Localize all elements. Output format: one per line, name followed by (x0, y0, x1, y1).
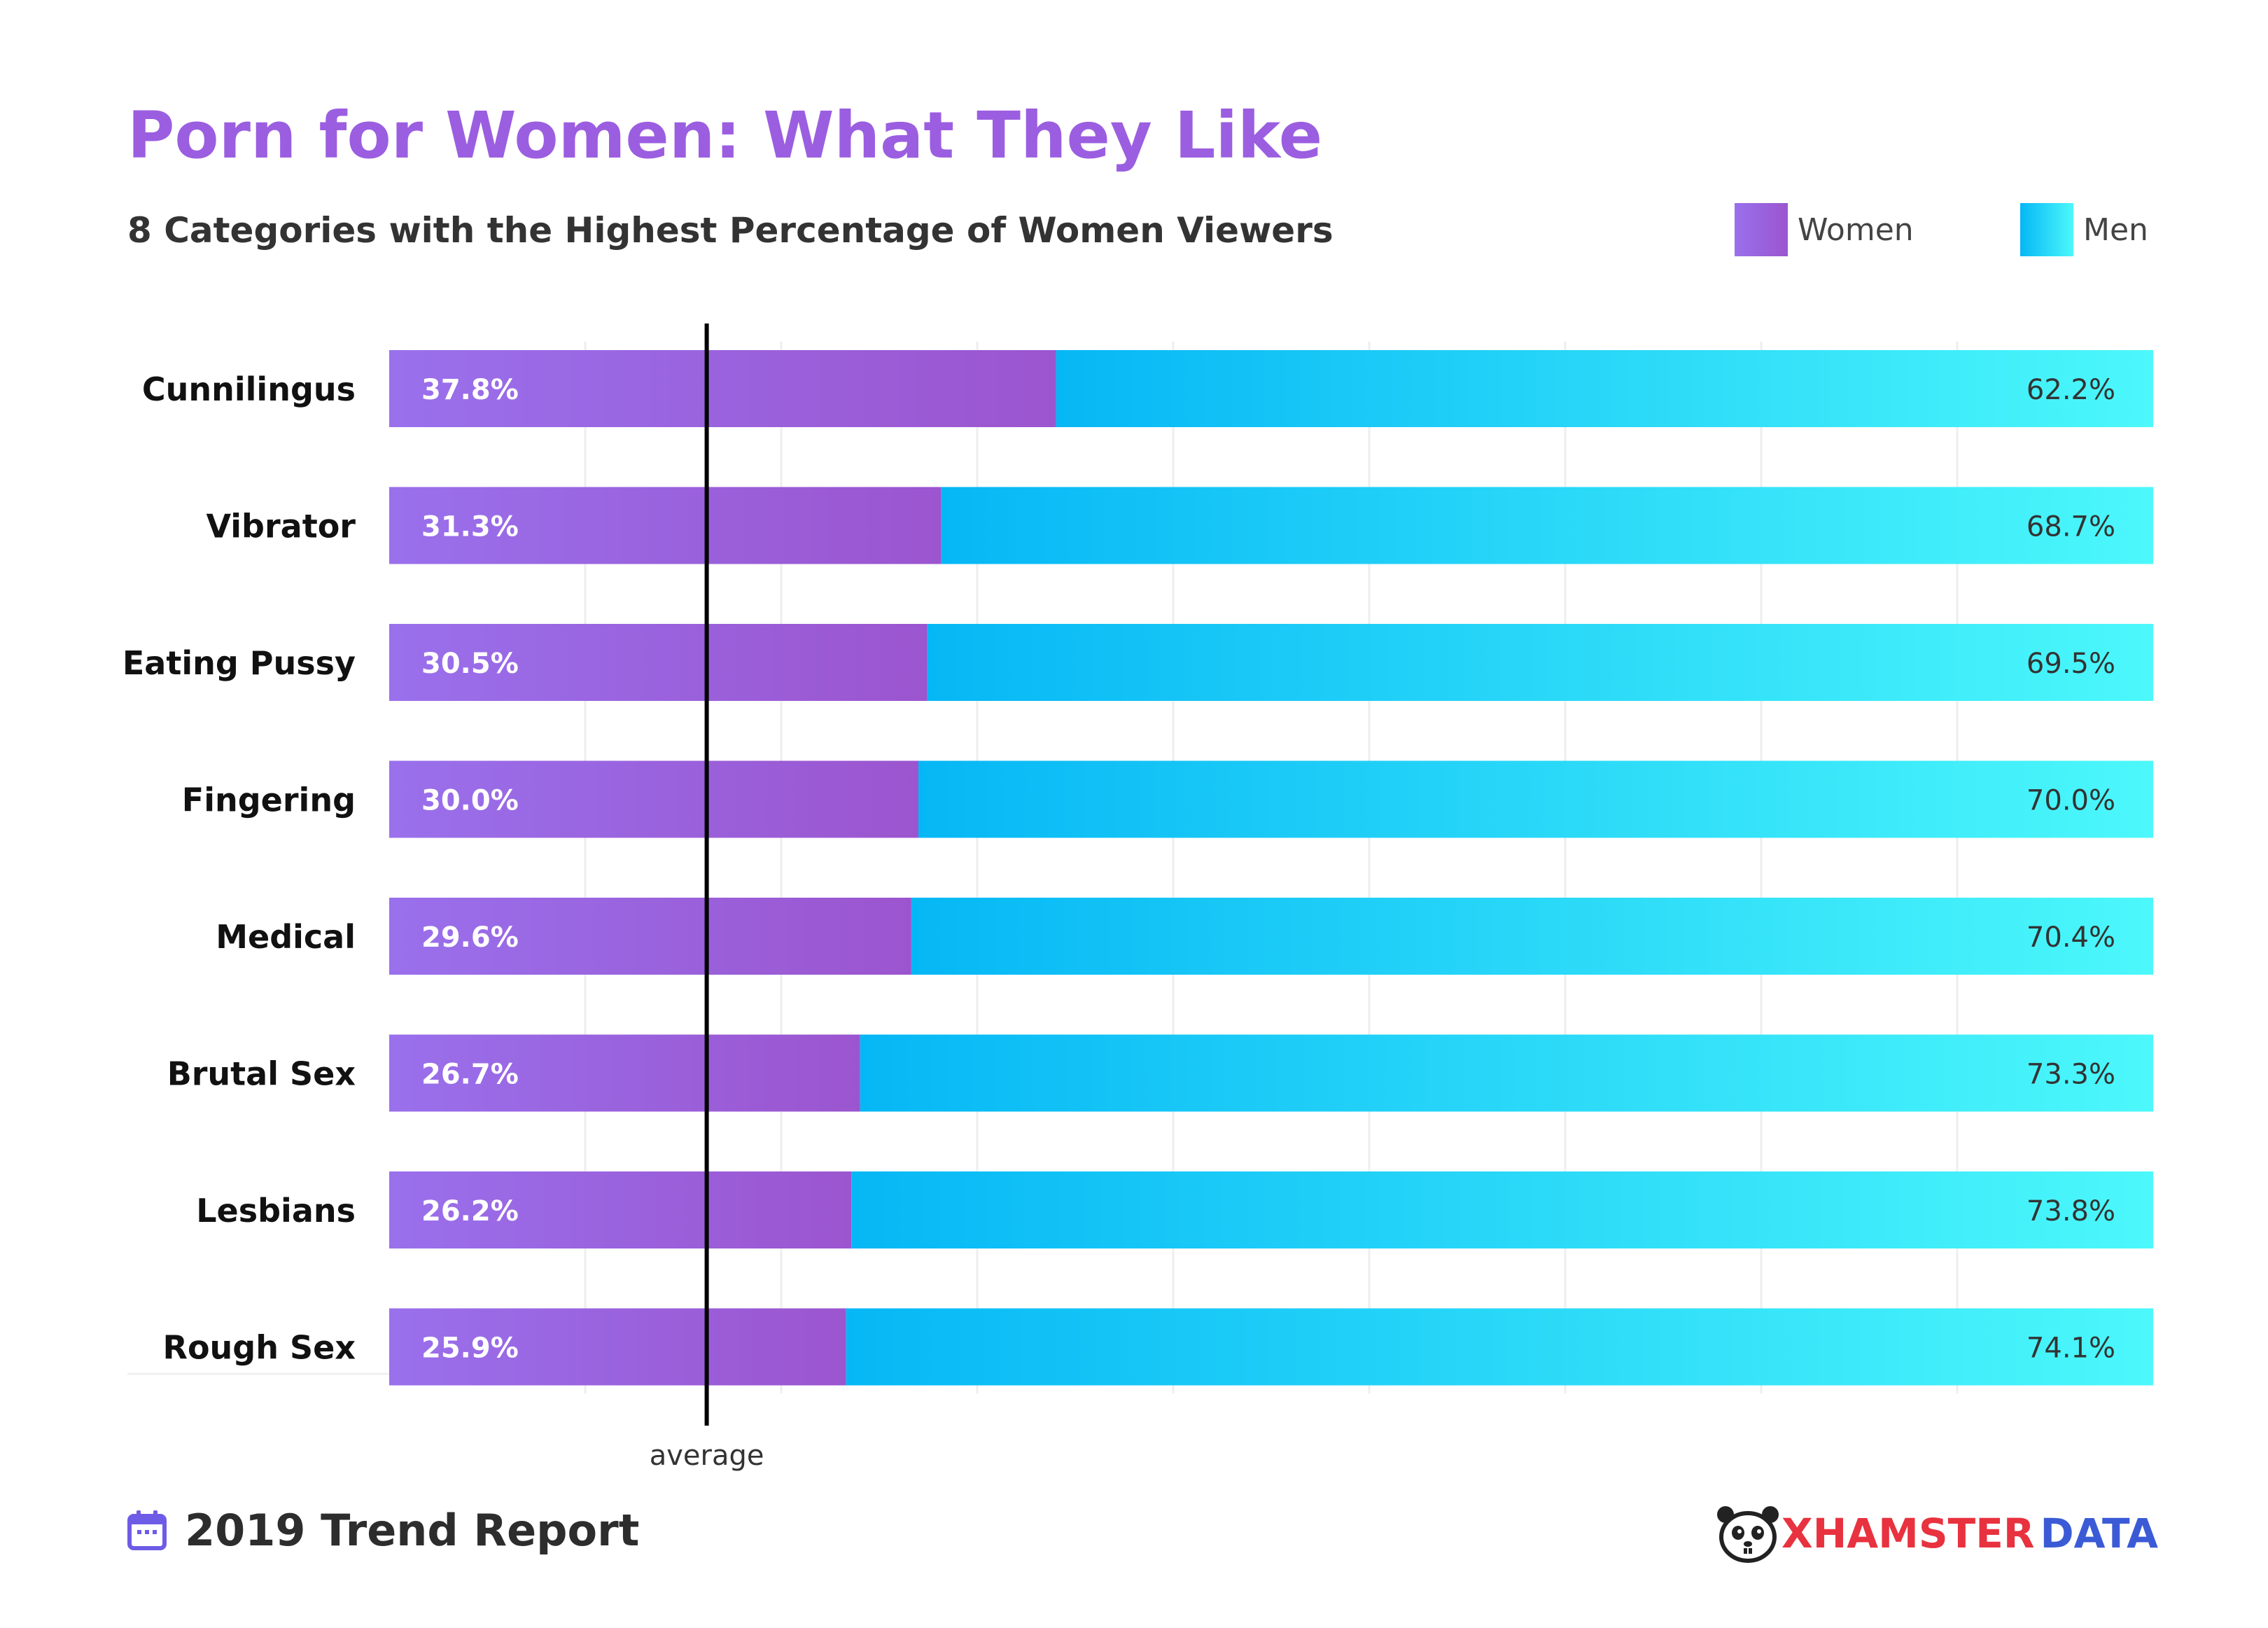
bars (389, 350, 2153, 1386)
bar-women (389, 350, 1056, 427)
legend-label-men: Men (2083, 211, 2148, 248)
hamster-logo-icon (1717, 1506, 1779, 1563)
data-label-men: 70.0% (2026, 785, 2115, 817)
bar-men (1056, 350, 2153, 427)
calendar-icon (127, 1510, 167, 1550)
data-label-women: 26.2% (421, 1195, 519, 1227)
bar-women (389, 898, 911, 975)
report-footer: 2019 Trend Report (127, 1498, 639, 1561)
category-label: Cunnilingus (142, 370, 356, 408)
bar-women (389, 760, 918, 838)
labels: Cunnilingus 37.8% 62.2% Vibrator 31.3% 68.7% E… (122, 370, 2115, 1367)
data-label-men: 68.7% (2026, 511, 2115, 543)
bar-women (389, 1171, 852, 1248)
data-label-women: 26.7% (421, 1059, 519, 1091)
legend-women: Women (1735, 203, 1914, 256)
bar-women (389, 1308, 846, 1386)
category-label: Medical (216, 918, 356, 956)
legend-label-women: Women (1798, 211, 1914, 248)
data-label-women: 30.5% (421, 648, 519, 680)
chart-subtitle: 8 Categories with the Highest Percentage… (127, 210, 1334, 251)
legend-swatch-men (2020, 203, 2073, 256)
bar-men (918, 760, 2153, 838)
data-label-men: 62.2% (2026, 374, 2115, 406)
category-label: Brutal Sex (167, 1055, 356, 1093)
bar-women (389, 1034, 860, 1112)
data-label-women: 29.6% (421, 921, 519, 954)
data-label-men: 74.1% (2026, 1333, 2115, 1365)
data-label-women: 30.0% (421, 785, 519, 817)
bar-men (846, 1308, 2153, 1386)
data-label-women: 31.3% (421, 511, 519, 543)
legend-swatch-women (1735, 203, 1788, 256)
chart-title: Porn for Women: What They Like (127, 98, 1323, 173)
report-label: 2019 Trend Report (185, 1504, 640, 1556)
legend-men: Men (2020, 203, 2148, 256)
data-label-men: 73.8% (2026, 1195, 2115, 1227)
brand-name: XHAMSTER (1782, 1510, 2035, 1557)
data-label-women: 37.8% (421, 374, 519, 406)
category-label: Fingering (182, 781, 356, 819)
category-label: Lesbians (196, 1192, 356, 1230)
bar-men (927, 624, 2153, 701)
data-label-men: 70.4% (2026, 921, 2115, 954)
bar-women (389, 624, 927, 701)
brand-logo: XHAMSTER DATA (1714, 1498, 2158, 1568)
brand-data: DATA (2040, 1510, 2158, 1557)
average-reference: average (650, 323, 764, 1472)
bar-men (860, 1034, 2153, 1112)
category-label: Rough Sex (163, 1329, 356, 1367)
average-label: average (650, 1440, 764, 1472)
bar-men (911, 898, 2153, 975)
data-label-men: 69.5% (2026, 648, 2115, 680)
category-label: Eating Pussy (122, 644, 356, 682)
data-label-men: 73.3% (2026, 1059, 2115, 1091)
bar-men (941, 487, 2153, 564)
category-label: Vibrator (206, 508, 356, 545)
bar-men (851, 1171, 2153, 1248)
bar-women (389, 487, 941, 564)
data-label-women: 25.9% (421, 1333, 519, 1365)
